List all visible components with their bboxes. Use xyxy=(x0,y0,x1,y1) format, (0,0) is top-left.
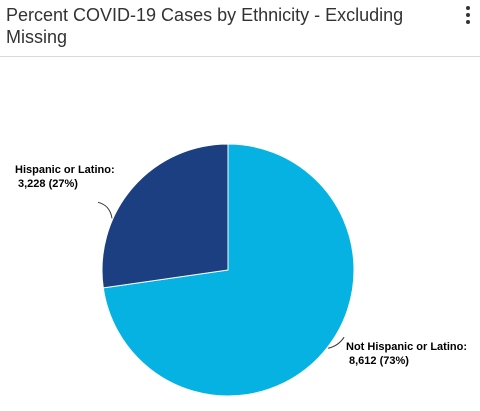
connector-hispanic xyxy=(97,201,113,219)
chart-title: Percent COVID-19 Cases by Ethnicity - Ex… xyxy=(6,5,404,47)
pie-chart: Not Hispanic or Latino: 8,612 (73%) Hisp… xyxy=(15,143,467,397)
data-label-not-hispanic: Not Hispanic or Latino: 8,612 (73%) xyxy=(346,341,467,367)
slice-label-hispanic: Hispanic or Latino: xyxy=(15,164,115,176)
slice-value-not-hispanic: 8,612 (73%) xyxy=(349,355,409,367)
label-connectors xyxy=(97,201,345,349)
pie-slice-not-hispanic[interactable] xyxy=(102,143,355,397)
slice-label-not-hispanic: Not Hispanic or Latino: xyxy=(346,341,467,353)
data-label-hispanic: Hispanic or Latino: 3,228 (27%) xyxy=(15,164,115,190)
more-vertical-icon[interactable] xyxy=(462,4,474,26)
pie-slices xyxy=(101,143,355,397)
pie-slice-hispanic[interactable] xyxy=(101,143,229,289)
menu-dot xyxy=(466,20,470,24)
menu-dot xyxy=(466,6,470,10)
connector-not-hispanic xyxy=(327,336,345,349)
menu-dot xyxy=(466,13,470,17)
chart-header: Percent COVID-19 Cases by Ethnicity - Ex… xyxy=(0,0,480,57)
slice-value-hispanic: 3,228 (27%) xyxy=(18,178,78,190)
